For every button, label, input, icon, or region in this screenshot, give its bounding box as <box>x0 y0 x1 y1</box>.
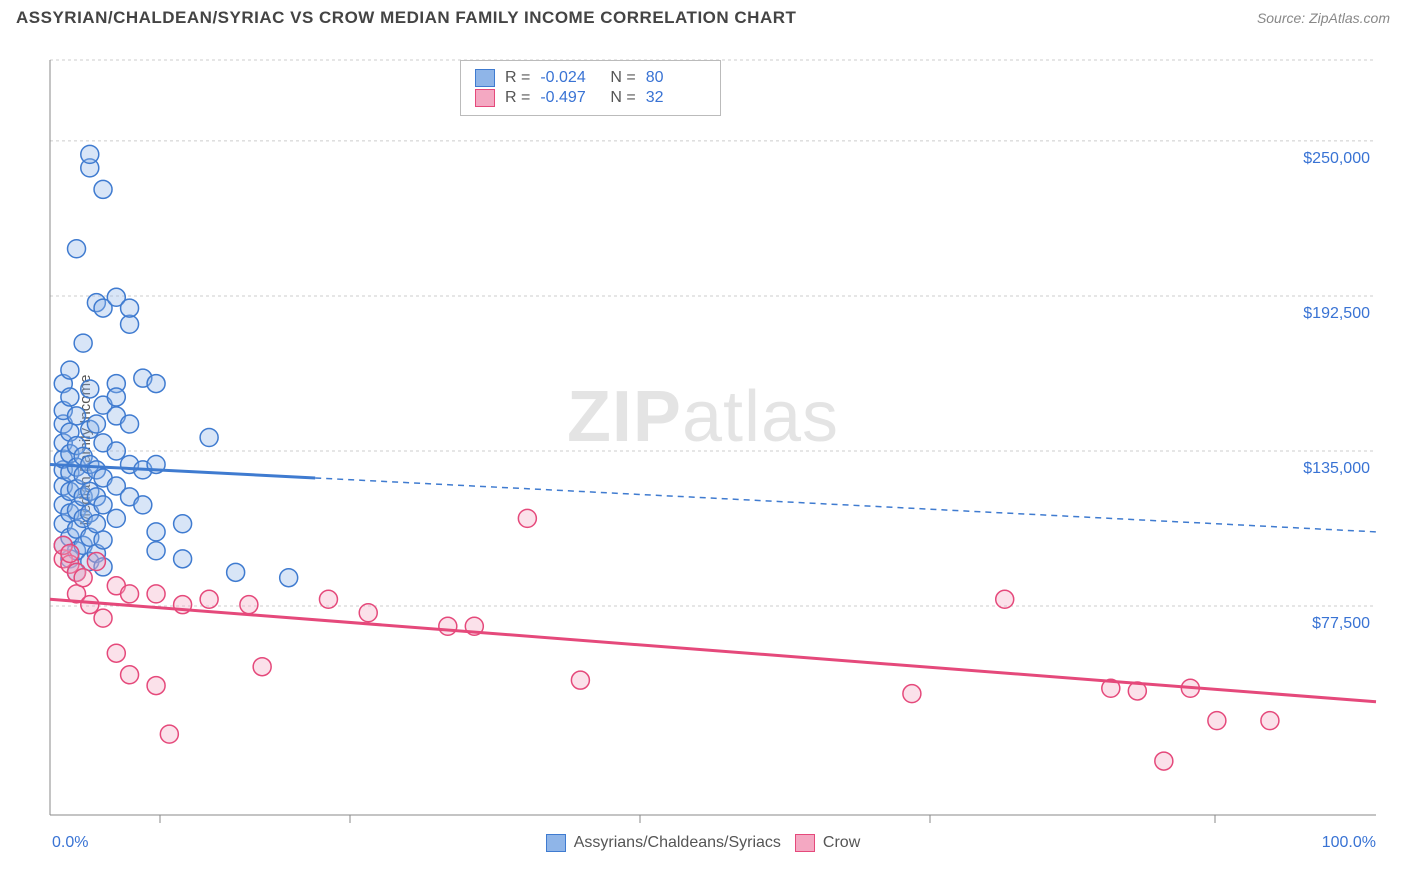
data-point <box>121 666 139 684</box>
data-point <box>280 569 298 587</box>
data-point <box>147 585 165 603</box>
y-tick-label: $77,500 <box>1312 615 1370 632</box>
data-point <box>87 553 105 571</box>
stat-r-value: -0.497 <box>540 89 600 107</box>
trend-line <box>50 599 1376 701</box>
trend-line-extrapolated <box>315 478 1376 532</box>
source-label: Source: ZipAtlas.com <box>1257 10 1390 26</box>
data-point <box>61 388 79 406</box>
data-point <box>94 180 112 198</box>
data-point <box>134 496 152 514</box>
stat-n-label: N = <box>610 89 635 107</box>
data-point <box>996 590 1014 608</box>
scatter-plot: $77,500 $135,000 $192,500 $250,000 <box>0 40 1406 860</box>
data-point <box>94 531 112 549</box>
data-point <box>903 685 921 703</box>
data-point <box>200 590 218 608</box>
stat-n-value: 80 <box>646 69 706 87</box>
data-point <box>240 596 258 614</box>
data-point <box>518 509 536 527</box>
data-point <box>107 442 125 460</box>
chart-container: Median Family Income $77,500$135,000$192… <box>0 40 1406 860</box>
stat-r-label: R = <box>505 89 530 107</box>
chart-title: ASSYRIAN/CHALDEAN/SYRIAC VS CROW MEDIAN … <box>16 8 796 28</box>
series-swatch <box>475 69 495 87</box>
data-point <box>121 315 139 333</box>
data-point <box>160 725 178 743</box>
data-point <box>121 299 139 317</box>
stat-n-value: 32 <box>646 89 706 107</box>
stats-row: R = -0.024 N = 80 <box>475 69 706 87</box>
y-tick-label: $135,000 <box>1303 460 1370 477</box>
stats-row: R = -0.497 N = 32 <box>475 89 706 107</box>
stat-n-label: N = <box>610 69 635 87</box>
data-point <box>61 361 79 379</box>
data-point <box>81 596 99 614</box>
correlation-stats-box: R = -0.024 N = 80 R = -0.497 N = 32 <box>460 60 721 116</box>
series-swatch <box>475 89 495 107</box>
data-point <box>68 240 86 258</box>
data-point <box>174 515 192 533</box>
x-axis-legend: 0.0% Assyrians/Chaldeans/Syriacs Crow 100… <box>0 834 1406 852</box>
data-point <box>107 509 125 527</box>
data-point <box>81 145 99 163</box>
data-point <box>68 407 86 425</box>
y-tick-label: $192,500 <box>1303 305 1370 322</box>
legend-swatch <box>546 834 566 852</box>
data-point <box>359 604 377 622</box>
stat-r-value: -0.024 <box>540 69 600 87</box>
data-point <box>61 544 79 562</box>
legend-label: Assyrians/Chaldeans/Syriacs <box>574 834 781 852</box>
legend-label: Crow <box>823 834 860 852</box>
stat-r-label: R = <box>505 69 530 87</box>
legend-swatch <box>795 834 815 852</box>
data-point <box>74 334 92 352</box>
data-point <box>147 542 165 560</box>
data-point <box>121 415 139 433</box>
data-point <box>200 429 218 447</box>
data-point <box>94 496 112 514</box>
data-point <box>74 569 92 587</box>
data-point <box>1261 712 1279 730</box>
data-point <box>174 550 192 568</box>
data-point <box>94 609 112 627</box>
legend-item: Assyrians/Chaldeans/Syriacs <box>546 834 781 852</box>
x-max-label: 100.0% <box>1322 834 1376 852</box>
data-point <box>319 590 337 608</box>
data-point <box>253 658 271 676</box>
data-point <box>1208 712 1226 730</box>
data-point <box>81 380 99 398</box>
data-point <box>439 617 457 635</box>
data-point <box>121 585 139 603</box>
data-point <box>571 671 589 689</box>
x-min-label: 0.0% <box>52 834 88 852</box>
data-point <box>107 644 125 662</box>
y-tick-label: $250,000 <box>1303 150 1370 167</box>
data-point <box>227 563 245 581</box>
data-point <box>87 415 105 433</box>
data-point <box>107 388 125 406</box>
legend-item: Crow <box>795 834 860 852</box>
data-point <box>87 515 105 533</box>
data-point <box>147 523 165 541</box>
data-point <box>147 677 165 695</box>
data-point <box>1155 752 1173 770</box>
data-point <box>147 375 165 393</box>
